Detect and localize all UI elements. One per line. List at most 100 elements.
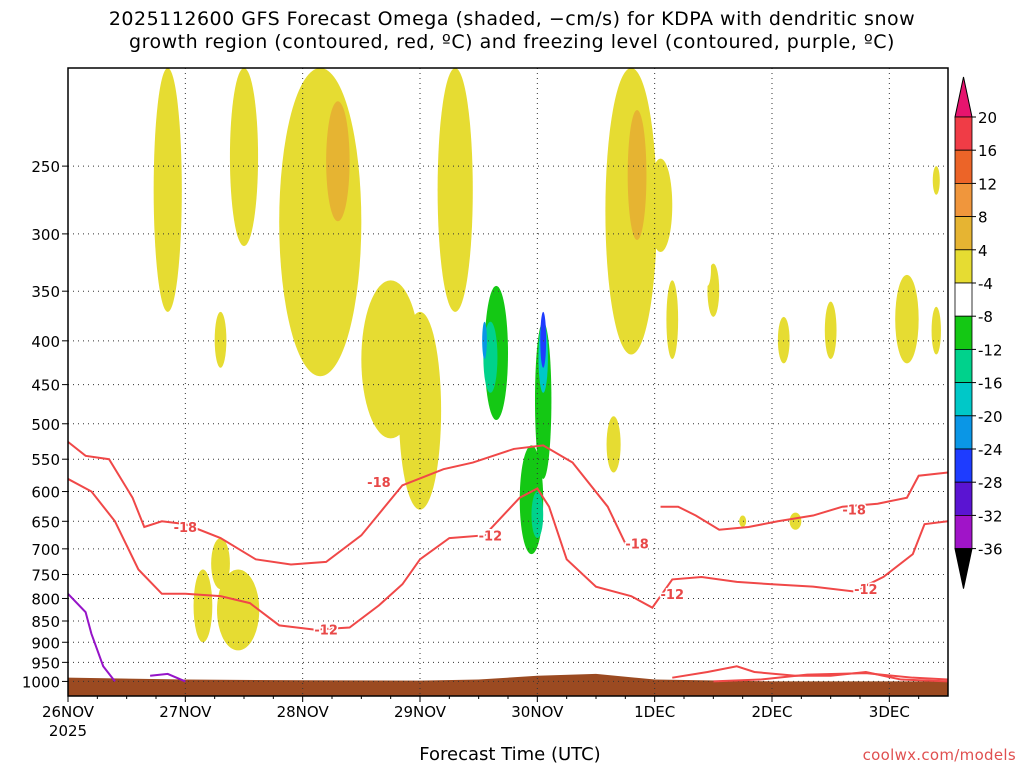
omega-blob-28 xyxy=(529,126,558,405)
omega-blob-0 xyxy=(153,68,182,312)
omega-blob-35 xyxy=(540,311,547,368)
chart-title-line-1: 2025112600 GFS Forecast Omega (shaded, −… xyxy=(108,8,916,30)
colorbar-label-4: 4 xyxy=(978,242,988,260)
colorbar-label-2: 12 xyxy=(978,175,997,193)
y-tick-label-350: 350 xyxy=(31,283,60,301)
omega-blob-27 xyxy=(517,598,546,651)
y-tick-label-850: 850 xyxy=(31,613,60,631)
y-tick-label-900: 900 xyxy=(31,634,60,652)
omega-blob-38 xyxy=(82,551,90,597)
contour-label-2: -12 xyxy=(479,529,503,544)
omega-blob-46 xyxy=(317,42,324,49)
x-tick-label-2: 28NOV xyxy=(277,703,330,721)
colorbar-segment-7 xyxy=(954,348,973,383)
colorbar-label-6: -8 xyxy=(978,308,993,326)
omega-blob-11 xyxy=(627,110,647,241)
colorbar-segment-0 xyxy=(954,116,973,151)
colorbar-segment-10 xyxy=(954,448,973,483)
omega-blob-16 xyxy=(606,416,621,473)
colorbar-label-0: 20 xyxy=(978,109,997,127)
colorbar-label-13: -36 xyxy=(978,541,1003,559)
freezing-level-line xyxy=(68,593,116,683)
y-tick-label-450: 450 xyxy=(31,377,60,395)
colorbar-label-5: -4 xyxy=(978,275,993,293)
x-tick-label-6: 2DEC xyxy=(751,703,792,721)
y-tick-label-650: 650 xyxy=(31,513,60,531)
x-axis-label: Forecast Time (UTC) xyxy=(419,744,601,765)
y-tick-label-600: 600 xyxy=(31,484,60,502)
omega-blob-14 xyxy=(777,316,790,364)
contour-label-1: -18 xyxy=(367,476,391,491)
contour-label-3: -18 xyxy=(625,537,649,552)
colorbar-segment-12 xyxy=(954,515,973,550)
omega-blob-18 xyxy=(824,301,837,359)
colorbar-segment-11 xyxy=(954,481,973,516)
y-tick-label-300: 300 xyxy=(31,226,60,244)
y-tick-label-400: 400 xyxy=(31,333,60,351)
x-tick-label-5: 1DEC xyxy=(634,703,675,721)
colorbar-segment-4 xyxy=(954,249,973,284)
omega-blob-22 xyxy=(739,515,747,527)
colorbar-segment-1 xyxy=(954,149,973,184)
y-tick-label-1000: 1000 xyxy=(22,673,60,691)
x-tick-label-1: 27NOV xyxy=(159,703,212,721)
omega-blob-32 xyxy=(483,321,498,393)
contour-line-2 xyxy=(68,478,948,631)
y-tick-label-550: 550 xyxy=(31,451,60,469)
x-tick-label-7: 3DEC xyxy=(869,703,910,721)
colorbar-label-11: -28 xyxy=(978,474,1003,492)
contour-label-5: -12 xyxy=(314,624,338,639)
omega-blob-7 xyxy=(217,569,260,651)
omega-blob-6 xyxy=(437,68,473,312)
omega-blob-8 xyxy=(193,569,213,643)
contour-label-6: -12 xyxy=(661,588,685,603)
omega-blob-5 xyxy=(398,311,442,510)
omega-blob-39 xyxy=(232,296,244,413)
contour-line-4 xyxy=(713,672,948,683)
omega-blob-19 xyxy=(895,274,919,364)
colorbar-label-1: 16 xyxy=(978,142,997,160)
omega-blob-45 xyxy=(762,304,770,330)
colorbar-bottom-arrow xyxy=(954,548,973,589)
omega-blob-41 xyxy=(182,475,188,507)
y-tick-label-700: 700 xyxy=(31,541,60,559)
omega-blob-2 xyxy=(279,68,362,377)
colorbar-top-arrow xyxy=(954,76,973,118)
colorbar-label-10: -24 xyxy=(978,441,1003,459)
omega-blob-1 xyxy=(229,68,259,247)
colorbar-label-3: 8 xyxy=(978,209,988,227)
grid-lines xyxy=(68,68,948,696)
omega-blob-33 xyxy=(531,491,544,539)
omega-blob-24 xyxy=(505,101,534,332)
x-tick-sublabel-0: 2025 xyxy=(49,722,87,740)
x-tick-label-3: 29NOV xyxy=(394,703,447,721)
omega-blob-21 xyxy=(932,166,940,195)
x-tick-label-0: 26NOV xyxy=(42,703,95,721)
colorbar-label-12: -32 xyxy=(978,507,1003,525)
omega-blob-17 xyxy=(666,280,679,359)
omega-blob-3 xyxy=(326,101,350,222)
omega-blob-44 xyxy=(732,296,742,327)
contour-label-4: -18 xyxy=(842,504,866,519)
colorbar-segment-2 xyxy=(954,182,973,217)
site-credit[interactable]: coolwx.com/models xyxy=(862,746,1016,764)
y-tick-label-250: 250 xyxy=(31,158,60,176)
contour-label-7: -12 xyxy=(854,583,878,598)
colorbar-label-7: -12 xyxy=(978,341,1003,359)
contour-line-1 xyxy=(660,471,948,531)
omega-blob-37 xyxy=(75,150,80,302)
omega-shading xyxy=(75,42,941,651)
omega-blob-15 xyxy=(789,512,802,530)
x-tick-label-4: 30NOV xyxy=(511,703,564,721)
chart-title-line-2: growth region (contoured, red, ºC) and f… xyxy=(129,31,895,53)
temperature-contours xyxy=(68,441,948,683)
y-tick-label-800: 800 xyxy=(31,590,60,608)
contour-line-0 xyxy=(68,441,627,566)
omega-blob-36 xyxy=(482,321,487,359)
y-tick-label-500: 500 xyxy=(31,416,60,434)
contour-labels: -18 -18 -12 -18 -18 -12 -12 -12 xyxy=(172,475,879,641)
y-tick-label-750: 750 xyxy=(31,566,60,584)
freezing-level-line-2 xyxy=(150,672,186,683)
omega-blob-20 xyxy=(931,306,941,355)
